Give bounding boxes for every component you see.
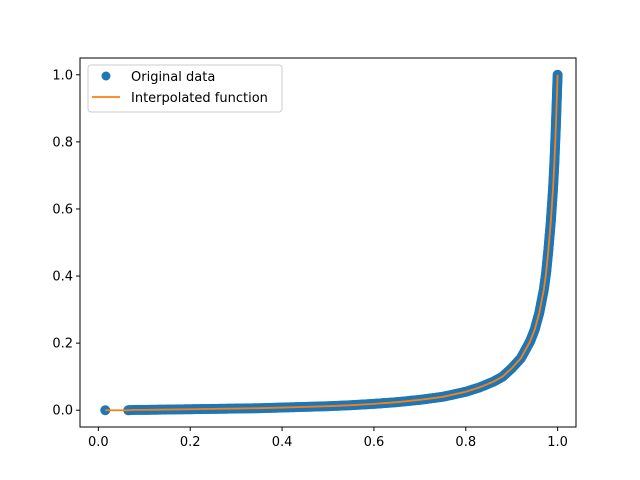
x-axis-ticks: 0.0 0.2 0.4 0.6 0.8 1.0: [88, 427, 568, 450]
x-tick-label: 0.4: [272, 435, 293, 450]
x-tick-label: 1.0: [547, 435, 568, 450]
legend-label-interpolated-function: Interpolated function: [131, 91, 268, 106]
legend-marker-original-data: [101, 71, 111, 81]
plot-area: [100, 69, 563, 416]
y-tick-label: 0.8: [52, 135, 73, 150]
legend: Original data Interpolated function: [87, 64, 283, 113]
y-tick-label: 0.6: [52, 202, 73, 217]
y-tick-label: 0.4: [52, 270, 73, 285]
x-tick-label: 0.0: [88, 435, 109, 450]
x-tick-label: 0.2: [180, 435, 201, 450]
y-tick-label: 0.0: [52, 404, 73, 419]
series-line-interpolated-function: [105, 74, 559, 412]
axes-frame: [79, 57, 577, 428]
x-tick-label: 0.8: [455, 435, 476, 450]
y-tick-label: 1.0: [52, 68, 73, 83]
legend-box: [87, 64, 283, 113]
x-tick-label: 0.6: [364, 435, 385, 450]
y-axis-ticks: 0.0 0.2 0.4 0.6 0.8 1.0: [52, 68, 80, 419]
y-tick-label: 0.2: [52, 337, 73, 352]
legend-label-original-data: Original data: [131, 70, 215, 85]
